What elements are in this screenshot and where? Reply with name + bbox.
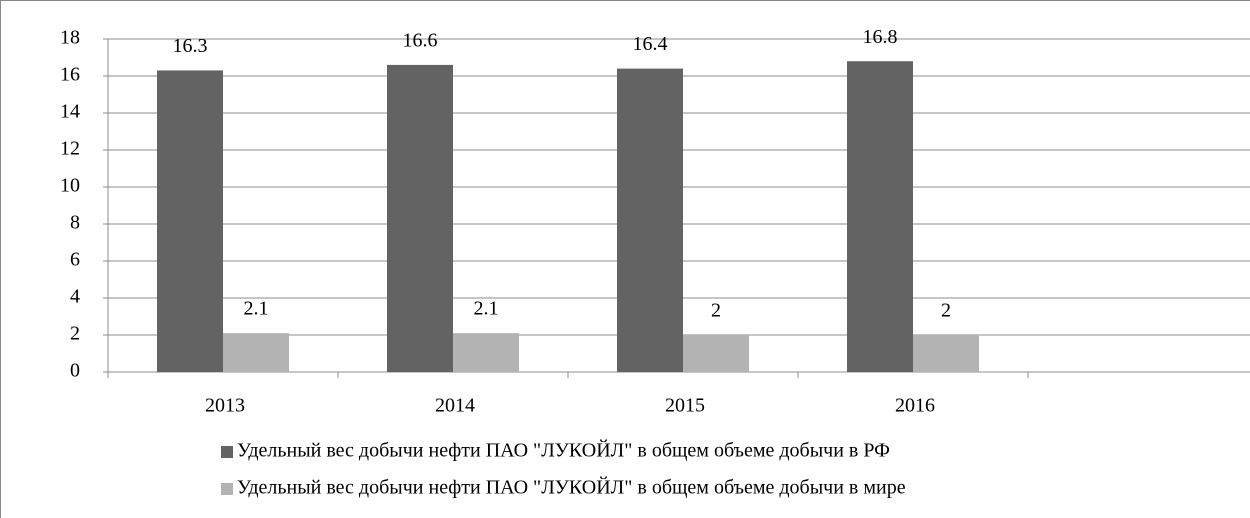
data-label: 2.1 [474, 298, 499, 320]
x-tick-label: 2016 [895, 395, 935, 417]
data-label: 2.1 [244, 298, 269, 320]
data-label: 2 [711, 300, 721, 322]
x-tick-label: 2013 [205, 395, 245, 417]
y-tick-label: 6 [70, 249, 80, 271]
bar [847, 61, 913, 372]
y-tick-label: 18 [60, 27, 80, 49]
y-tick-label: 2 [70, 323, 80, 345]
y-tick-label: 8 [70, 212, 80, 234]
legend-label: Удельный вес добычи нефти ПАО "ЛУКОЙЛ" в… [237, 476, 906, 499]
bar [387, 64, 453, 373]
bar [453, 333, 519, 372]
legend-swatch [221, 446, 233, 458]
legend-swatch [221, 483, 233, 495]
data-label: 16.4 [633, 33, 668, 55]
bar [913, 335, 979, 372]
bar [683, 335, 749, 372]
y-tick-label: 14 [60, 101, 80, 123]
data-label: 16.6 [403, 29, 438, 51]
data-label: 2 [941, 300, 951, 322]
legend-label: Удельный вес добычи нефти ПАО "ЛУКОЙЛ" в… [237, 439, 890, 462]
bar [617, 68, 683, 372]
y-tick-label: 16 [60, 64, 80, 86]
y-tick-label: 4 [70, 286, 80, 308]
data-label: 16.8 [863, 26, 898, 48]
bar [157, 70, 223, 372]
y-tick-label: 0 [70, 360, 80, 382]
y-tick-label: 12 [60, 138, 80, 160]
y-tick-label: 10 [60, 175, 80, 197]
data-label: 16.3 [173, 35, 208, 57]
x-tick-label: 2014 [435, 395, 475, 417]
bar [223, 333, 289, 372]
x-tick-label: 2015 [665, 395, 705, 417]
